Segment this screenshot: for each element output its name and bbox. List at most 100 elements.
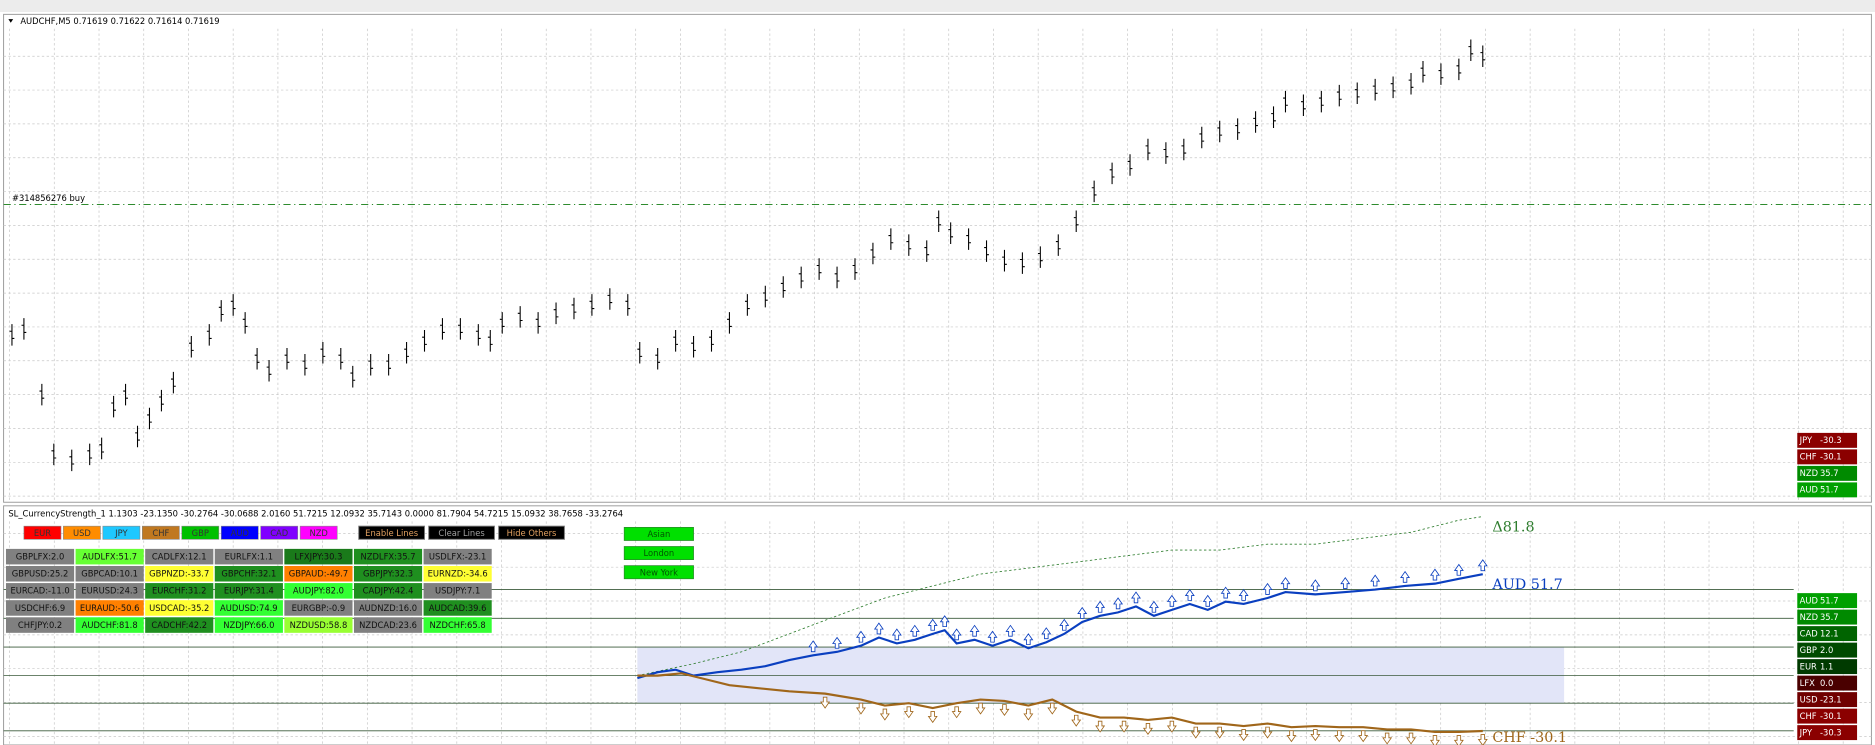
pair-cell-text: EURGBP:-0.9 [292,603,346,613]
price-bar [1390,76,1396,99]
currency-button[interactable] [63,525,101,540]
signal-arrow [879,708,890,721]
signal-arrow [1077,606,1088,619]
price-bar [517,306,523,328]
session-button[interactable] [623,546,694,560]
price-bar [1145,138,1151,161]
pair-cell-text: NZDCHF:65.8 [430,620,486,630]
currency-button[interactable] [260,525,299,540]
currency-button[interactable] [142,525,180,540]
currency-button[interactable] [102,525,141,540]
currency-button[interactable] [181,525,220,540]
pair-cell [5,617,75,633]
pair-cell-text: AUDCAD:39.6 [429,603,487,613]
strength-currency: EUR [1800,661,1817,671]
pair-cell-text: AUDLFX:51.7 [82,552,137,562]
pair-cell-text: CADJPY:42.4 [363,586,414,596]
signal-arrow [873,622,884,635]
control-button[interactable] [358,525,425,540]
control-button[interactable] [498,525,565,540]
strength-value: 35.7 [1820,612,1839,622]
signal-arrow [1202,594,1213,607]
price-bar [589,294,595,316]
price-bar [691,336,696,358]
strength-value: -30.3 [1820,435,1842,445]
series-label: Δ81.8 [1492,519,1534,535]
series-label: AUD 51.7 [1491,577,1562,593]
main-chart-frame [3,13,1872,503]
pair-cell [5,583,75,599]
collapse-arrow[interactable] [8,19,14,23]
pair-cell [353,548,423,565]
signal-arrow [808,640,819,653]
strength-currency: GBP [1800,645,1817,655]
price-bar [1073,210,1079,232]
signal-arrow [832,636,843,649]
signal-arrow [1334,730,1345,743]
price-bar [1420,60,1426,83]
price-bar [338,347,344,370]
signal-arrow [1148,600,1159,613]
price-bar [1318,90,1324,113]
signal-arrow [1095,600,1106,613]
strength-currency: JPY [1799,727,1813,737]
currency-button[interactable] [299,525,338,540]
currency-button[interactable] [23,525,62,540]
price-chart: #314856276 buy [3,39,1872,472]
price-bar [906,234,912,256]
pair-cell [353,617,423,633]
pair-cell-text: GBPJPY:32.3 [363,569,413,579]
signal-arrow [1370,574,1381,587]
price-bar [99,437,105,460]
signal-arrow [909,624,920,637]
signal-arrow [1453,563,1464,576]
pair-cell [145,548,214,565]
control-button[interactable] [428,525,495,540]
pair-cell-text: USDCHF:6.9 [15,603,65,613]
pair-cell-text: LFXJPY:30.3 [294,552,342,562]
signal-arrow [1262,726,1273,739]
signal-arrow [1113,597,1124,610]
strength-cell [1797,642,1858,658]
pair-cell-text: CADLFX:12.1 [152,552,207,562]
currency-button-label: NZD [309,528,327,538]
signal-arrow [1041,627,1052,640]
price-bar [1408,72,1414,95]
price-bar [1037,246,1043,268]
session-button[interactable] [623,526,694,541]
strength-cell [1797,432,1858,448]
price-bar [816,258,822,280]
pair-cell [423,565,492,582]
signal-arrow [1340,576,1351,589]
currency-button-label: EUR [34,528,51,538]
pair-cell [353,600,423,616]
toolbar [0,0,1875,12]
strength-value: 2.0 [1820,645,1833,655]
pair-cell [5,600,75,616]
session-button[interactable] [623,565,694,580]
pair-cell [284,617,353,633]
signal-arrow [1047,702,1058,715]
pair-cell-text: NZDLFX:35.7 [361,552,416,562]
pair-cell [5,548,75,565]
pair-cell [145,617,214,633]
pair-cell [214,583,283,599]
strength-value: 12.1 [1820,628,1839,638]
price-bar [188,336,194,358]
pair-cell [284,600,353,616]
control-button-label: Clear Lines [438,528,484,538]
price-bar [39,383,45,406]
signal-arrow [1477,559,1488,572]
pair-cell [214,600,283,616]
currency-button[interactable] [220,525,259,540]
pair-cell-text: GBPAUD:-49.7 [289,569,348,579]
price-bar [21,318,27,340]
price-bar [206,324,212,346]
pair-cell [284,583,353,599]
pair-cell [145,600,214,616]
price-bar [1055,234,1061,256]
price-bar [404,342,409,364]
signal-arrow [1131,591,1141,604]
